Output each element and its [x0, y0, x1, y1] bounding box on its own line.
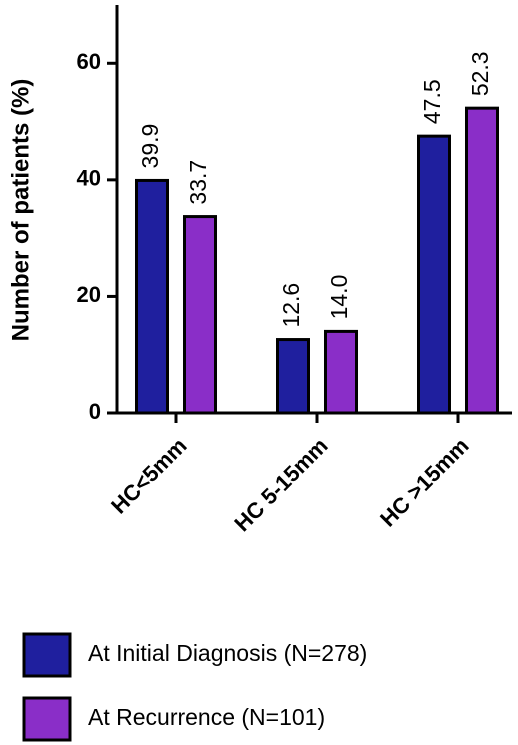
legend-label: At Initial Diagnosis (N=278) — [88, 640, 367, 666]
value-label: 33.7 — [185, 160, 211, 205]
legend-swatch — [22, 632, 72, 678]
bar — [324, 329, 358, 415]
bar — [465, 106, 499, 415]
y-tick-label: 60 — [77, 49, 101, 74]
x-tick-label: HC<5mm — [106, 433, 192, 519]
y-tick-label: 20 — [77, 282, 101, 307]
legend-swatch — [22, 696, 72, 742]
value-label: 12.6 — [278, 283, 304, 328]
bar — [276, 338, 310, 415]
y-tick-label: 0 — [89, 399, 101, 424]
y-axis-label: Number of patients (%) — [7, 79, 34, 342]
y-tick-label: 40 — [77, 166, 101, 191]
legend-label: At Recurrence (N=101) — [88, 704, 325, 730]
value-label: 39.9 — [137, 124, 163, 169]
value-label: 14.0 — [326, 275, 352, 320]
bar — [135, 178, 169, 415]
bar — [183, 215, 217, 415]
value-label: 52.3 — [467, 51, 493, 96]
x-tick-label: HC 5-15mm — [229, 433, 332, 536]
value-label: 47.5 — [419, 79, 445, 124]
bar — [417, 134, 451, 415]
x-tick-label: HC >15mm — [375, 433, 474, 532]
